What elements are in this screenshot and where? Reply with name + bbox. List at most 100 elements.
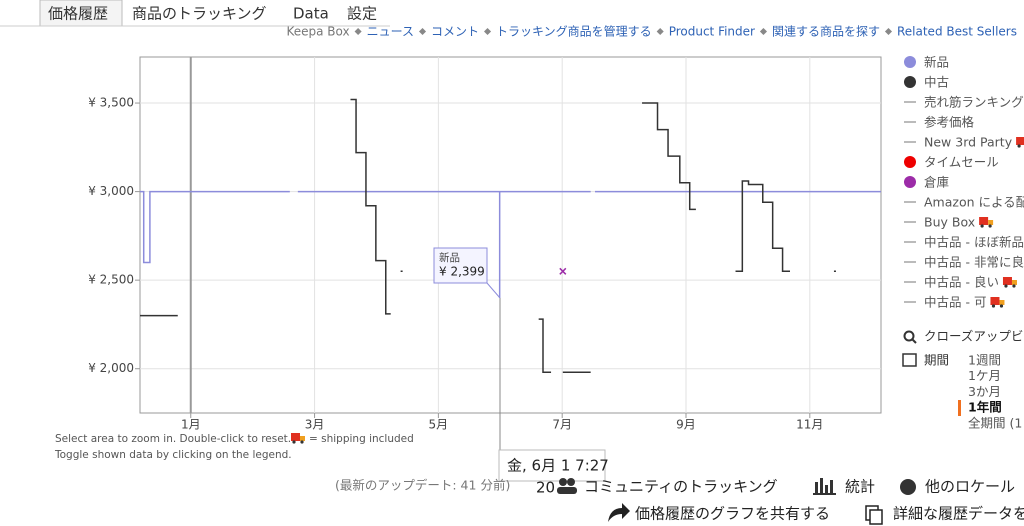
locale-link[interactable]: 他のロケール — [925, 478, 1015, 496]
x-tick-label: 11月 — [796, 418, 823, 432]
legend-label[interactable]: 新品 — [924, 55, 949, 70]
separator — [418, 27, 427, 36]
legend-label[interactable]: 中古 — [924, 75, 949, 90]
plot — [135, 57, 881, 418]
legend-marker — [904, 56, 916, 68]
truck-icon — [979, 217, 994, 228]
note: Toggle shown data by clicking on the leg… — [54, 449, 292, 461]
search-icon — [911, 338, 917, 344]
period-option[interactable]: 1年間 — [968, 400, 1002, 415]
truck-wheel — [999, 304, 1004, 308]
truck-wheel — [988, 224, 992, 228]
copy-icon — [869, 509, 883, 525]
truck-wheel — [1017, 144, 1021, 148]
legend-label[interactable]: 中古品 - ほぼ新品 — [924, 235, 1024, 250]
truck-cab — [1011, 280, 1017, 285]
legend-label[interactable]: タイムセール — [924, 155, 999, 170]
nav-link[interactable]: Keepa Box — [286, 25, 349, 39]
tracking-count: 20 — [536, 479, 555, 497]
legend-marker — [904, 76, 916, 88]
period-option[interactable]: 1週間 — [968, 353, 1001, 368]
truck-wheel — [980, 224, 984, 228]
legend-label[interactable]: Buy Box — [924, 215, 975, 230]
active-tab — [39, 0, 123, 27]
stats-link[interactable]: 統計 — [845, 478, 875, 496]
nav-link[interactable]: コメント — [431, 25, 479, 39]
legend-marker — [904, 176, 916, 188]
community-link[interactable]: コミュニティのトラッキング — [584, 478, 778, 496]
y-tick-label: ¥ 2,500 — [88, 273, 134, 287]
search-icon — [903, 330, 915, 342]
x-tick-label: 7月 — [552, 418, 572, 432]
share-icon — [608, 503, 630, 522]
truck-body — [979, 217, 989, 225]
period-label: 期間 — [924, 353, 949, 368]
stats-icon — [813, 478, 836, 495]
truck-icon — [1002, 277, 1017, 288]
nav-link[interactable]: ニュース — [367, 25, 414, 39]
people-icon — [557, 478, 577, 494]
series-line — [140, 190, 881, 299]
legend-label[interactable]: Amazon による配 — [924, 195, 1024, 210]
truck-body — [1002, 277, 1012, 285]
legend-label[interactable]: 中古品 - 可 — [924, 295, 986, 310]
legend-label[interactable]: 倉庫 — [924, 175, 949, 190]
share-link[interactable]: 価格履歴のグラフを共有する — [635, 505, 830, 523]
nav-link[interactable]: Product Finder — [669, 25, 755, 39]
x-tick-label: 3月 — [305, 418, 325, 432]
legend-label[interactable]: 売れ筋ランキング — [924, 95, 1024, 110]
crosshair-label: 金, 6月 1 7:27 — [507, 457, 609, 475]
note: = shipping included — [309, 433, 414, 445]
nav-link[interactable]: トラッキング商品を管理する — [496, 24, 652, 39]
separator — [483, 27, 492, 36]
separator — [884, 27, 893, 36]
tooltip-pointer — [486, 282, 501, 299]
legend-label[interactable]: 参考価格 — [924, 115, 975, 130]
truck-cab — [988, 220, 994, 225]
globe-icon — [900, 479, 916, 495]
period-option[interactable]: 1ケ月 — [968, 368, 1001, 383]
data-point — [559, 267, 567, 275]
note: Select area to zoom in. Double-click to … — [55, 433, 291, 445]
truck-icon — [990, 297, 1005, 308]
y-tick-label: ¥ 3,000 — [88, 184, 134, 198]
series-line — [140, 98, 836, 374]
separator — [354, 27, 362, 36]
nav-link[interactable]: 関連する商品を探す — [772, 24, 880, 39]
truck-wheel — [991, 304, 996, 308]
legend-label[interactable]: 中古品 - 非常に良 — [924, 255, 1024, 270]
truck-icon — [1016, 137, 1024, 148]
legend-label[interactable]: 中古品 - 良い — [924, 275, 999, 290]
truck-wheel — [1012, 284, 1016, 288]
truck-body — [1016, 137, 1024, 145]
y-tick-label: ¥ 2,000 — [88, 361, 134, 375]
tab[interactable]: 価格履歴 — [48, 5, 108, 23]
tooltip-value: ¥ 2,399 — [439, 265, 485, 279]
truck-cab — [999, 300, 1005, 305]
y-tick-label: ¥ 3,500 — [88, 96, 134, 110]
nav-link[interactable]: Related Best Sellers — [897, 25, 1017, 39]
tab[interactable]: 商品のトラッキング — [132, 5, 267, 23]
closeup-link[interactable]: クローズアップビ — [924, 329, 1023, 344]
separator — [656, 27, 664, 36]
period-option[interactable]: 3か月 — [968, 384, 1001, 399]
legend-label[interactable]: New 3rd Party — [924, 135, 1013, 150]
x-tick-label: 9月 — [676, 418, 696, 432]
calendar-icon — [902, 353, 917, 367]
link-row: Related Best Sellers 関連する商品を探す Product Fin… — [286, 24, 1017, 39]
truck-wheel — [1004, 284, 1008, 288]
active-period-bar — [958, 400, 961, 416]
tab[interactable]: Data — [293, 5, 329, 23]
legend-marker — [904, 156, 916, 168]
period-option[interactable]: 全期間 (1 — [968, 415, 1022, 430]
plot-frame — [139, 56, 882, 414]
details-link[interactable]: 詳細な履歴データを — [893, 505, 1024, 523]
tooltip-box — [433, 247, 488, 284]
tab[interactable]: 設定 — [347, 5, 377, 23]
truck-icon — [291, 433, 305, 444]
tooltip-title: 新品 — [439, 251, 460, 264]
